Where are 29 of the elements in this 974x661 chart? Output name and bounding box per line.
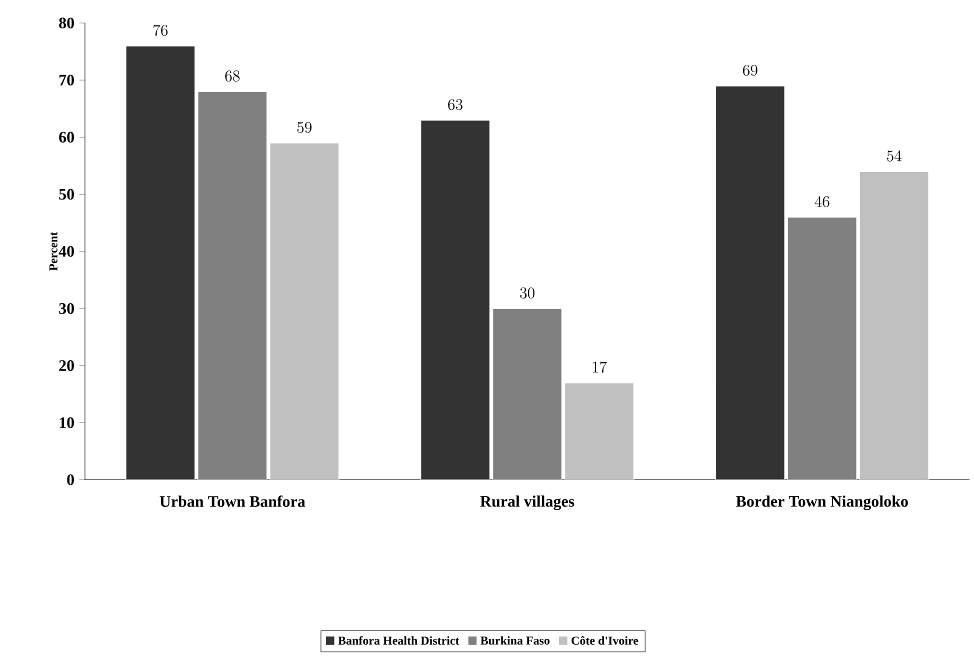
data-label: 63: [448, 99, 462, 110]
legend-label: Côte d'Ivoire: [572, 636, 638, 645]
legend-label: Burkina Faso: [480, 636, 550, 645]
y-tick-label: 20: [59, 360, 74, 372]
legend-label: Banfora Health District: [338, 636, 460, 645]
y-tick-label: 0: [67, 474, 74, 486]
x-tick-label: Border Town Niangoloko: [736, 496, 908, 510]
y-tick-label: 40: [58, 246, 74, 257]
bar: [714, 85, 786, 480]
bar: [858, 171, 930, 480]
data-label: 76: [153, 24, 168, 36]
data-label: 68: [225, 70, 240, 82]
y-tick-label: 50: [59, 189, 74, 200]
y-tick-label: 30: [59, 303, 74, 314]
y-tick-label: 60: [59, 132, 74, 143]
y-axis-title: Percent: [49, 232, 58, 271]
x-tick-label: Urban Town Banfora: [160, 496, 306, 508]
y-tick-label: 10: [60, 417, 74, 428]
data-label: 46: [814, 196, 830, 208]
bar: [125, 45, 196, 480]
data-label: 30: [520, 288, 534, 299]
y-tick-label: 80: [59, 18, 74, 29]
y-tick-label: 70: [59, 74, 74, 86]
x-tick-label: Rural villages: [480, 496, 574, 510]
data-label: 69: [742, 64, 758, 76]
data-label: 54: [887, 150, 902, 162]
data-label: 17: [592, 362, 607, 373]
bar: [420, 120, 490, 480]
data-label: 59: [297, 122, 312, 134]
